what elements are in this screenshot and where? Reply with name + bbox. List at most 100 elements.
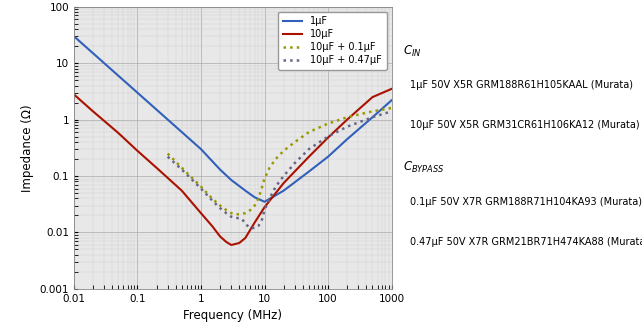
10μF + 0.47μF [241,222,249,226]
10μF + 0.1μF [216,203,224,207]
10μF + 0.47μF [305,147,313,151]
10μF + 0.1μF [272,157,279,161]
1μF [369,115,376,119]
10μF + 0.47μF [232,216,239,220]
10μF + 0.1μF [254,196,262,200]
10μF [134,149,141,153]
10μF + 0.47μF [178,168,186,172]
10μF [222,240,230,244]
Text: 10μF 50V X5R GRM31CR61H106KA12 (Murata): 10μF 50V X5R GRM31CR61H106KA12 (Murata) [410,120,639,130]
10μF + 0.1μF [251,203,259,207]
10μF + 0.1μF [261,177,268,181]
10μF + 0.47μF [280,174,288,178]
10μF + 0.47μF [266,196,273,200]
Text: 0.47μF 50V X7R GRM21BR71H474KA88 (Murata): 0.47μF 50V X7R GRM21BR71H474KA88 (Murata… [410,237,642,247]
10μF [114,131,122,135]
Text: $C_{IN}$: $C_{IN}$ [403,43,422,58]
10μF + 0.1μF [241,211,249,215]
10μF + 0.47μF [261,208,268,212]
10μF + 0.1μF [197,185,205,189]
10μF + 0.47μF [208,198,216,202]
10μF [153,166,160,170]
1μF [241,189,249,193]
10μF + 0.47μF [222,211,230,215]
10μF + 0.1μF [222,208,230,212]
10μF [236,241,243,245]
10μF [251,220,259,224]
Legend: 1μF, 10μF, 10μF + 0.1μF, 10μF + 0.47μF: 1μF, 10μF, 10μF + 0.1μF, 10μF + 0.47μF [278,12,386,70]
10μF + 0.47μF [164,155,171,159]
10μF + 0.1μF [388,106,395,110]
10μF + 0.47μF [251,226,259,230]
1μF [261,200,268,204]
10μF + 0.1μF [369,109,376,113]
10μF [227,243,235,247]
1μF [388,98,395,102]
1μF [89,51,97,55]
10μF + 0.47μF [272,185,279,189]
10μF [241,236,249,240]
10μF + 0.47μF [247,226,254,230]
1μF [227,178,235,182]
10μF [324,136,332,140]
10μF + 0.1μF [324,122,332,126]
10μF + 0.47μF [257,219,265,223]
1μF [324,155,332,159]
10μF [388,87,395,91]
10μF [178,189,186,193]
1μF [197,147,205,151]
10μF [89,109,97,113]
1μF [216,168,224,172]
Y-axis label: Impedance (Ω): Impedance (Ω) [21,104,34,192]
10μF + 0.47μF [197,186,205,190]
10μF [369,95,376,99]
1μF [343,137,351,141]
10μF + 0.1μF [232,212,239,216]
Text: $C_{BYPASS}$: $C_{BYPASS}$ [403,160,445,175]
10μF [208,224,216,228]
10μF + 0.1μF [257,186,265,190]
1μF [305,170,313,174]
10μF + 0.47μF [388,109,395,113]
10μF + 0.47μF [239,217,247,221]
Text: 0.1μF 50V X7R GRM188R71H104KA93 (Murata): 0.1μF 50V X7R GRM188R71H104KA93 (Murata) [410,197,641,207]
Text: 1μF 50V X5R GRM188R61H105KAAL (Murata): 1μF 50V X5R GRM188R61H105KAAL (Murata) [410,80,632,90]
X-axis label: Frequency (MHz): Frequency (MHz) [183,309,282,322]
10μF + 0.47μF [324,135,332,139]
10μF + 0.47μF [291,161,299,165]
1μF [280,189,288,193]
10μF + 0.1μF [305,130,313,134]
10μF [343,118,351,122]
10μF + 0.1μF [164,152,171,156]
10μF + 0.47μF [236,216,243,220]
10μF + 0.47μF [244,224,252,228]
10μF + 0.47μF [216,206,224,210]
10μF + 0.1μF [227,211,235,215]
10μF [261,205,268,209]
10μF + 0.47μF [254,224,262,228]
10μF [197,211,205,215]
10μF [70,92,78,96]
10μF [280,181,288,185]
10μF + 0.1μF [291,140,299,144]
10μF [216,234,224,238]
Line: 10μF + 0.1μF: 10μF + 0.1μF [168,108,392,214]
10μF + 0.47μF [343,125,351,129]
1μF [70,34,78,38]
10μF + 0.47μF [227,215,235,219]
1μF [251,195,259,199]
1μF [153,108,160,112]
10μF + 0.1μF [343,115,351,119]
1μF [114,73,122,77]
1μF [178,130,186,134]
10μF [305,155,313,159]
10μF + 0.47μF [369,115,376,119]
10μF + 0.1μF [266,166,273,170]
Line: 1μF: 1μF [74,36,392,202]
10μF + 0.1μF [236,212,243,216]
10μF + 0.1μF [280,149,288,153]
Line: 10μF + 0.47μF: 10μF + 0.47μF [168,111,392,228]
10μF + 0.1μF [178,166,186,170]
1μF [134,91,141,95]
10μF + 0.1μF [247,208,254,212]
